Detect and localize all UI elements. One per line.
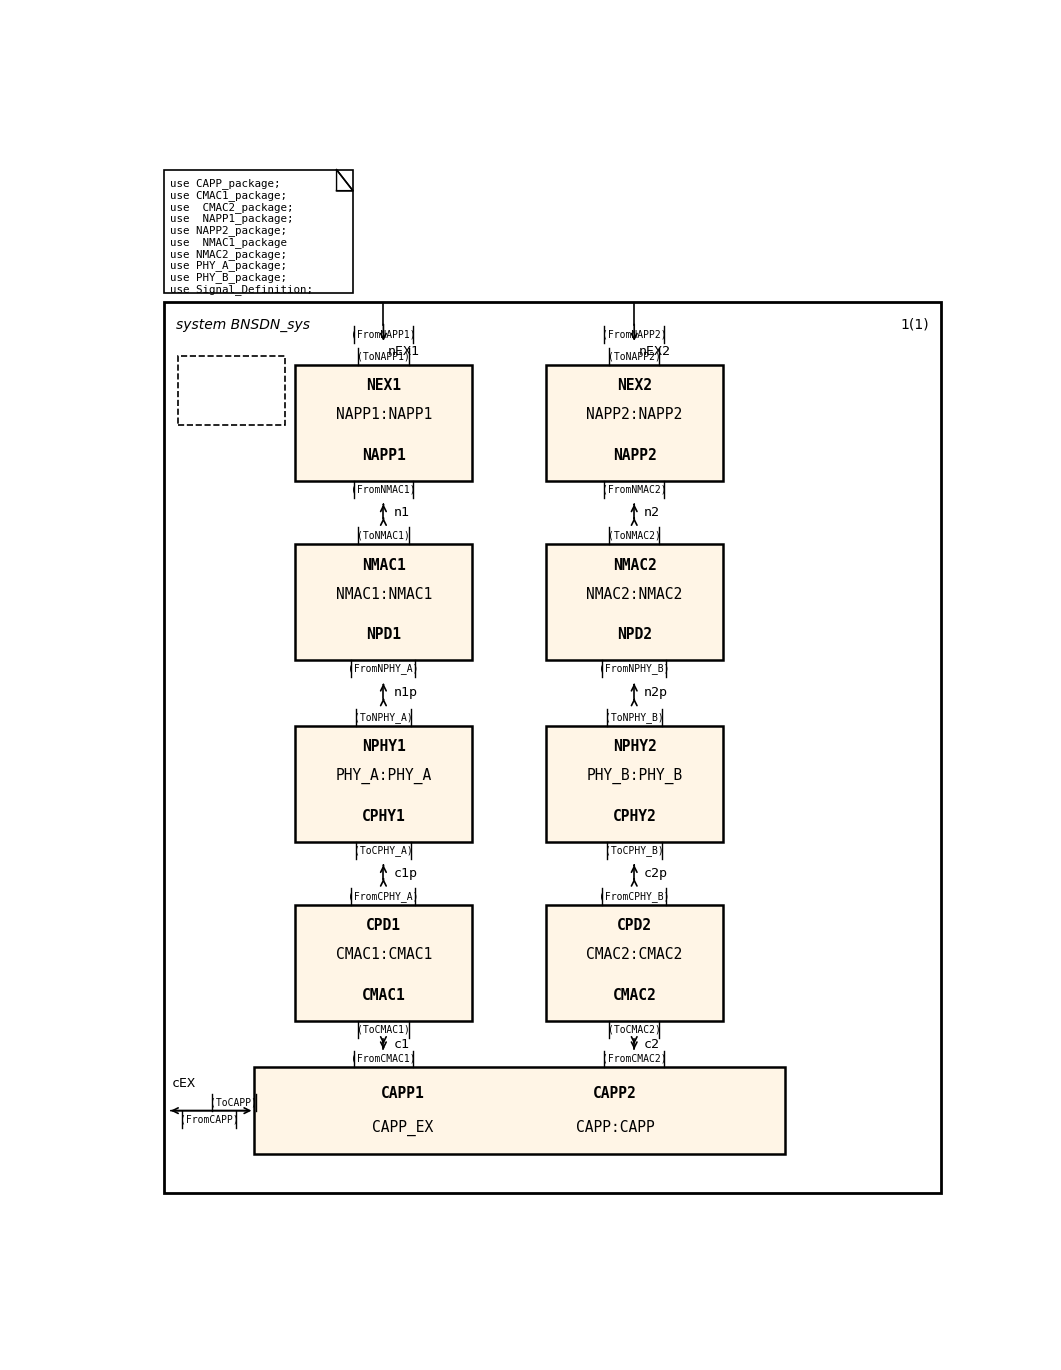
Text: (FromNMAC2): (FromNMAC2) [602,485,666,495]
Text: (ToNMAC1): (ToNMAC1) [356,530,410,541]
Text: (FromCMAC2): (FromCMAC2) [602,1054,666,1064]
Text: NAPP2:NAPP2: NAPP2:NAPP2 [587,407,682,422]
Text: NPHY2: NPHY2 [613,738,657,754]
Text: nEX2: nEX2 [639,345,671,358]
Text: NMAC2:NMAC2: NMAC2:NMAC2 [587,586,682,601]
Bar [295,906,472,1021]
Text: NEX1: NEX1 [366,378,401,393]
Text: c2: c2 [644,1037,660,1051]
Text: system BNSDN_sys: system BNSDN_sys [176,318,310,332]
Text: (ToNAPP1): (ToNAPP1) [356,351,410,362]
Text: (FromNAPP1): (FromNAPP1) [351,329,416,340]
Polygon shape [336,170,353,190]
Text: PHY_B:PHY_B: PHY_B:PHY_B [587,767,682,784]
Text: (ToNPHY_A): (ToNPHY_A) [354,711,413,722]
Text: CMAC1: CMAC1 [362,988,405,1003]
Text: NAPP1: NAPP1 [362,448,405,463]
Text: c1p: c1p [394,867,417,880]
Bar [295,364,472,481]
Text: use PHY_A_package;: use PHY_A_package; [171,260,288,271]
Text: use NMAC2_package;: use NMAC2_package; [171,248,288,259]
Bar [178,356,284,425]
Text: (ToCMAC1): (ToCMAC1) [356,1025,410,1034]
Text: use  NAPP1_package;: use NAPP1_package; [171,214,294,225]
Text: (FromCPHY_A): (FromCPHY_A) [348,890,419,901]
Text: use  CMAC2_package;: use CMAC2_package; [171,201,294,212]
Text: use  NMAC1_package: use NMAC1_package [171,237,288,248]
Text: CMAC2:CMAC2: CMAC2:CMAC2 [587,947,682,962]
Text: use Signal_Definition;: use Signal_Definition; [171,284,313,295]
Text: (ToCMAC2): (ToCMAC2) [608,1025,661,1034]
Bar [295,726,472,841]
Text: nEX1: nEX1 [387,345,419,358]
Text: (FromNAPP2): (FromNAPP2) [602,329,666,340]
Text: NMAC1: NMAC1 [362,558,405,573]
Bar [163,301,941,1193]
Text: use CMAC1_package;: use CMAC1_package; [171,190,288,201]
Bar [163,170,353,293]
Text: CAPP_EX: CAPP_EX [372,1119,434,1136]
Text: use PHY_B_package;: use PHY_B_package; [171,273,288,284]
Text: n1: n1 [394,506,410,519]
Bar [255,1067,785,1154]
Text: (ToCAPP): (ToCAPP) [210,1097,257,1107]
Text: CPHY2: CPHY2 [613,808,657,823]
Text: CAPP:CAPP: CAPP:CAPP [576,1121,655,1136]
Bar [295,544,472,660]
Text: CMAC2: CMAC2 [613,988,657,1003]
Text: (FromNPHY_A): (FromNPHY_A) [348,663,419,674]
Text: n2: n2 [644,506,660,519]
Text: NMAC1:NMAC1: NMAC1:NMAC1 [335,586,432,601]
Text: cEX: cEX [172,1077,196,1089]
Text: CPD1: CPD1 [366,918,401,933]
Text: NPD2: NPD2 [618,627,653,643]
Text: c1: c1 [394,1037,410,1051]
Text: (ToNMAC2): (ToNMAC2) [608,530,661,541]
Text: CAPP1: CAPP1 [381,1086,424,1101]
Bar [546,726,723,841]
Text: PHY_A:PHY_A: PHY_A:PHY_A [335,767,432,784]
Text: (ToCPHY_B): (ToCPHY_B) [605,845,663,855]
Text: 1(1): 1(1) [900,318,928,332]
Text: NEX2: NEX2 [618,378,653,393]
Text: (ToNPHY_B): (ToNPHY_B) [605,711,663,722]
Text: CPHY1: CPHY1 [362,808,405,823]
Text: (FromNPHY_B): (FromNPHY_B) [599,663,669,674]
Text: (FromCMAC1): (FromCMAC1) [351,1054,416,1064]
Text: NPHY1: NPHY1 [362,738,405,754]
Text: n1p: n1p [394,686,417,700]
Text: (ToCPHY_A): (ToCPHY_A) [354,845,413,855]
Text: NPD1: NPD1 [366,627,401,643]
Text: use CAPP_package;: use CAPP_package; [171,178,281,189]
Text: use NAPP2_package;: use NAPP2_package; [171,225,288,236]
Text: CAPP2: CAPP2 [593,1086,637,1101]
Text: NAPP1:NAPP1: NAPP1:NAPP1 [335,407,432,422]
Text: NAPP2: NAPP2 [613,448,657,463]
Bar [546,364,723,481]
Text: c2p: c2p [644,867,668,880]
Text: n2p: n2p [644,686,668,700]
Text: CMAC1:CMAC1: CMAC1:CMAC1 [335,947,432,962]
Text: (ToNAPP2): (ToNAPP2) [608,351,661,362]
Text: (FromNMAC1): (FromNMAC1) [351,485,416,495]
Bar [546,906,723,1021]
Bar [546,544,723,660]
Text: CPD2: CPD2 [618,918,653,933]
Text: (FromCPHY_B): (FromCPHY_B) [599,890,669,901]
Text: NMAC2: NMAC2 [613,558,657,573]
Text: (FromCAPP): (FromCAPP) [179,1114,239,1123]
